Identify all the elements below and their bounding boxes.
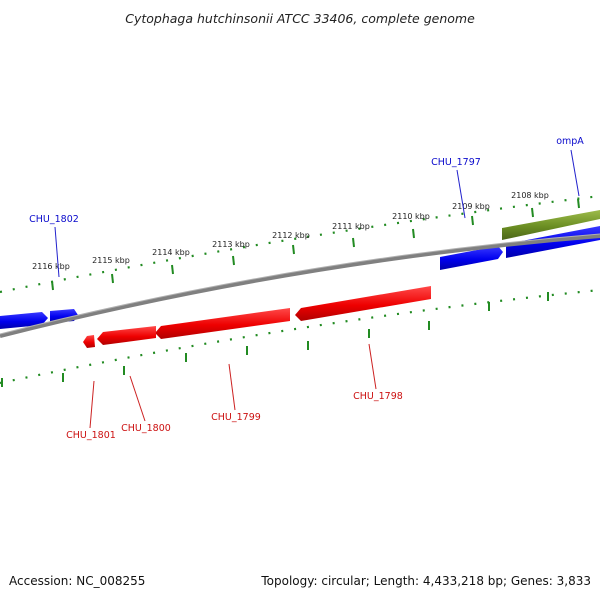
tick-label-2116: 2116 kbp bbox=[32, 262, 70, 271]
leader-CHU_1797 bbox=[456, 169, 466, 219]
major-tick bbox=[292, 244, 295, 255]
major-tick bbox=[531, 207, 534, 218]
label-CHU_1801[interactable]: CHU_1801 bbox=[66, 430, 116, 441]
leader-CHU_1801 bbox=[89, 380, 95, 429]
leader-CHU_1802 bbox=[54, 226, 60, 278]
topology-summary-text: Topology: circular; Length: 4,433,218 bp… bbox=[260, 574, 591, 588]
gene-CHU_1799[interactable] bbox=[155, 308, 290, 339]
label-CHU_1802[interactable]: CHU_1802 bbox=[29, 214, 79, 225]
leader-CHU_1800 bbox=[129, 375, 146, 422]
major-tick bbox=[471, 215, 474, 226]
gene-CHU_1798[interactable] bbox=[295, 286, 431, 321]
major-tick bbox=[577, 198, 580, 209]
tick-label-2113: 2113 kbp bbox=[212, 240, 250, 249]
label-leaders bbox=[54, 149, 580, 429]
tick-label-2111: 2111 kbp bbox=[332, 222, 370, 231]
gene-CHU_1800[interactable] bbox=[97, 326, 156, 345]
map-title: Cytophaga hutchinsonii ATCC 33406, compl… bbox=[125, 11, 475, 26]
tick-label-2109: 2109 kbp bbox=[452, 202, 490, 211]
major-tick bbox=[171, 264, 174, 275]
gene-ompA[interactable] bbox=[502, 210, 600, 240]
tick-labels: 2108 kbp 2109 kbp 2110 kbp 2111 kbp 2112… bbox=[32, 191, 549, 271]
tick-label-2114: 2114 kbp bbox=[152, 248, 190, 257]
major-tick bbox=[51, 280, 54, 291]
leader-ompA bbox=[570, 149, 580, 197]
major-tick bbox=[352, 237, 355, 248]
label-CHU_1799[interactable]: CHU_1799 bbox=[211, 412, 261, 423]
tick-label-2115: 2115 kbp bbox=[92, 256, 130, 265]
reverse-strand-genes bbox=[83, 286, 431, 348]
label-CHU_1800[interactable]: CHU_1800 bbox=[121, 423, 171, 434]
outer-ruler bbox=[0, 194, 600, 294]
tick-label-2110: 2110 kbp bbox=[392, 212, 430, 221]
accession-text: Accession: NC_008255 bbox=[9, 574, 145, 588]
major-tick bbox=[111, 273, 114, 284]
gene-labels: ompA CHU_1797 CHU_1802 CHU_1801 CHU_1800… bbox=[29, 136, 584, 441]
major-tick bbox=[232, 255, 235, 266]
inner-ruler bbox=[0, 288, 600, 387]
major-tick bbox=[412, 228, 415, 239]
genome-backbone bbox=[0, 234, 600, 338]
leader-CHU_1799 bbox=[228, 363, 236, 411]
gene-CHU_1797[interactable] bbox=[440, 246, 503, 270]
label-CHU_1797[interactable]: CHU_1797 bbox=[431, 157, 481, 168]
leader-CHU_1798 bbox=[368, 343, 377, 390]
gene-CHU_1801[interactable] bbox=[83, 335, 95, 348]
genome-backbone-highlight bbox=[0, 233, 600, 335]
label-CHU_1798[interactable]: CHU_1798 bbox=[353, 391, 403, 402]
tick-label-2108: 2108 kbp bbox=[511, 191, 549, 200]
tick-label-2112: 2112 kbp bbox=[272, 231, 310, 240]
label-ompA[interactable]: ompA bbox=[556, 136, 584, 147]
